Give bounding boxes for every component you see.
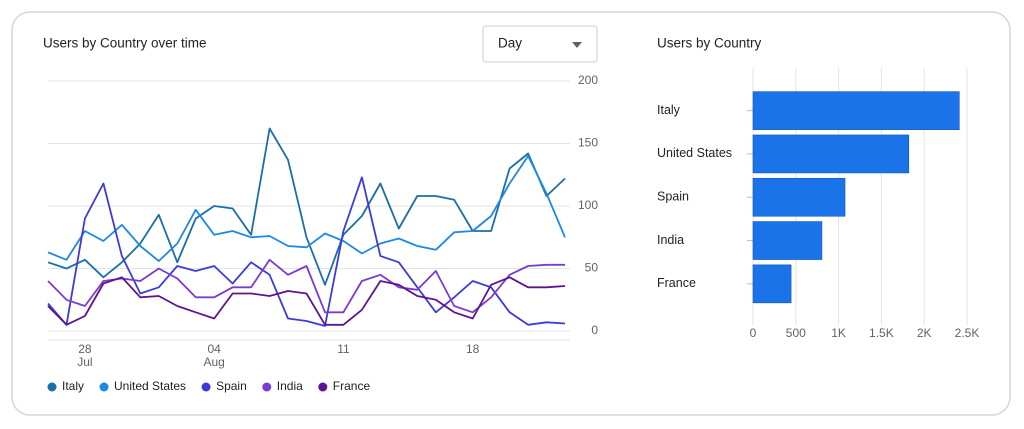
period-dropdown[interactable]: Day	[482, 25, 598, 63]
y-tick-label: 200	[578, 73, 598, 87]
line-chart-title: Users by Country over time	[43, 36, 207, 51]
x-tick-label: 0	[750, 326, 757, 340]
x-tick-label: 1K	[831, 326, 846, 340]
x-tick-label: 28 Jul	[77, 342, 92, 369]
y-tick-label: France	[657, 276, 696, 290]
x-tick-label: 04 Aug	[203, 342, 224, 369]
legend-label: Spain	[216, 379, 247, 393]
series-line	[47, 155, 566, 262]
bar	[752, 221, 823, 260]
y-tick-label: United States	[657, 146, 732, 160]
legend-marker	[318, 382, 328, 392]
bar	[752, 134, 910, 174]
legend-label: France	[333, 379, 371, 393]
legend-label: India	[277, 379, 303, 393]
y-tick-label: 50	[585, 261, 599, 275]
legend-label: United States	[114, 379, 186, 393]
x-tick-label-line: Jul	[77, 355, 92, 369]
series-line	[47, 127, 566, 286]
y-tick-label: India	[657, 233, 684, 247]
card	[11, 11, 1011, 416]
dropdown-box[interactable]	[482, 25, 598, 63]
x-tick-label-line: 28	[78, 342, 92, 356]
x-tick-label: 500	[786, 326, 806, 340]
y-tick-label: 0	[591, 323, 598, 337]
bar	[752, 264, 792, 304]
legend-marker	[262, 382, 272, 392]
x-tick-label-line: Aug	[203, 355, 224, 369]
legend-label: Italy	[62, 379, 84, 393]
bar	[752, 177, 846, 217]
legend-marker	[201, 382, 211, 392]
x-tick-label: 2.5K	[955, 326, 980, 340]
y-tick-label: 100	[578, 198, 598, 212]
legend-marker	[99, 382, 109, 392]
dropdown-value[interactable]: Day	[498, 36, 522, 51]
y-tick-label: Spain	[657, 190, 689, 204]
x-tick-label: 18	[466, 342, 480, 356]
x-tick-label-line: 04	[207, 342, 221, 356]
y-tick-label: Italy	[657, 103, 681, 117]
y-tick-label: 150	[578, 136, 598, 150]
x-tick-label: 11	[337, 342, 350, 356]
legend-marker	[47, 382, 57, 392]
dropdown-arrow	[572, 42, 582, 48]
bar-chart-title: Users by Country	[657, 36, 762, 51]
series-line	[47, 276, 566, 326]
x-tick-label: 1.5K	[869, 326, 894, 340]
bar	[752, 91, 960, 130]
x-tick-label: 2K	[917, 326, 932, 340]
